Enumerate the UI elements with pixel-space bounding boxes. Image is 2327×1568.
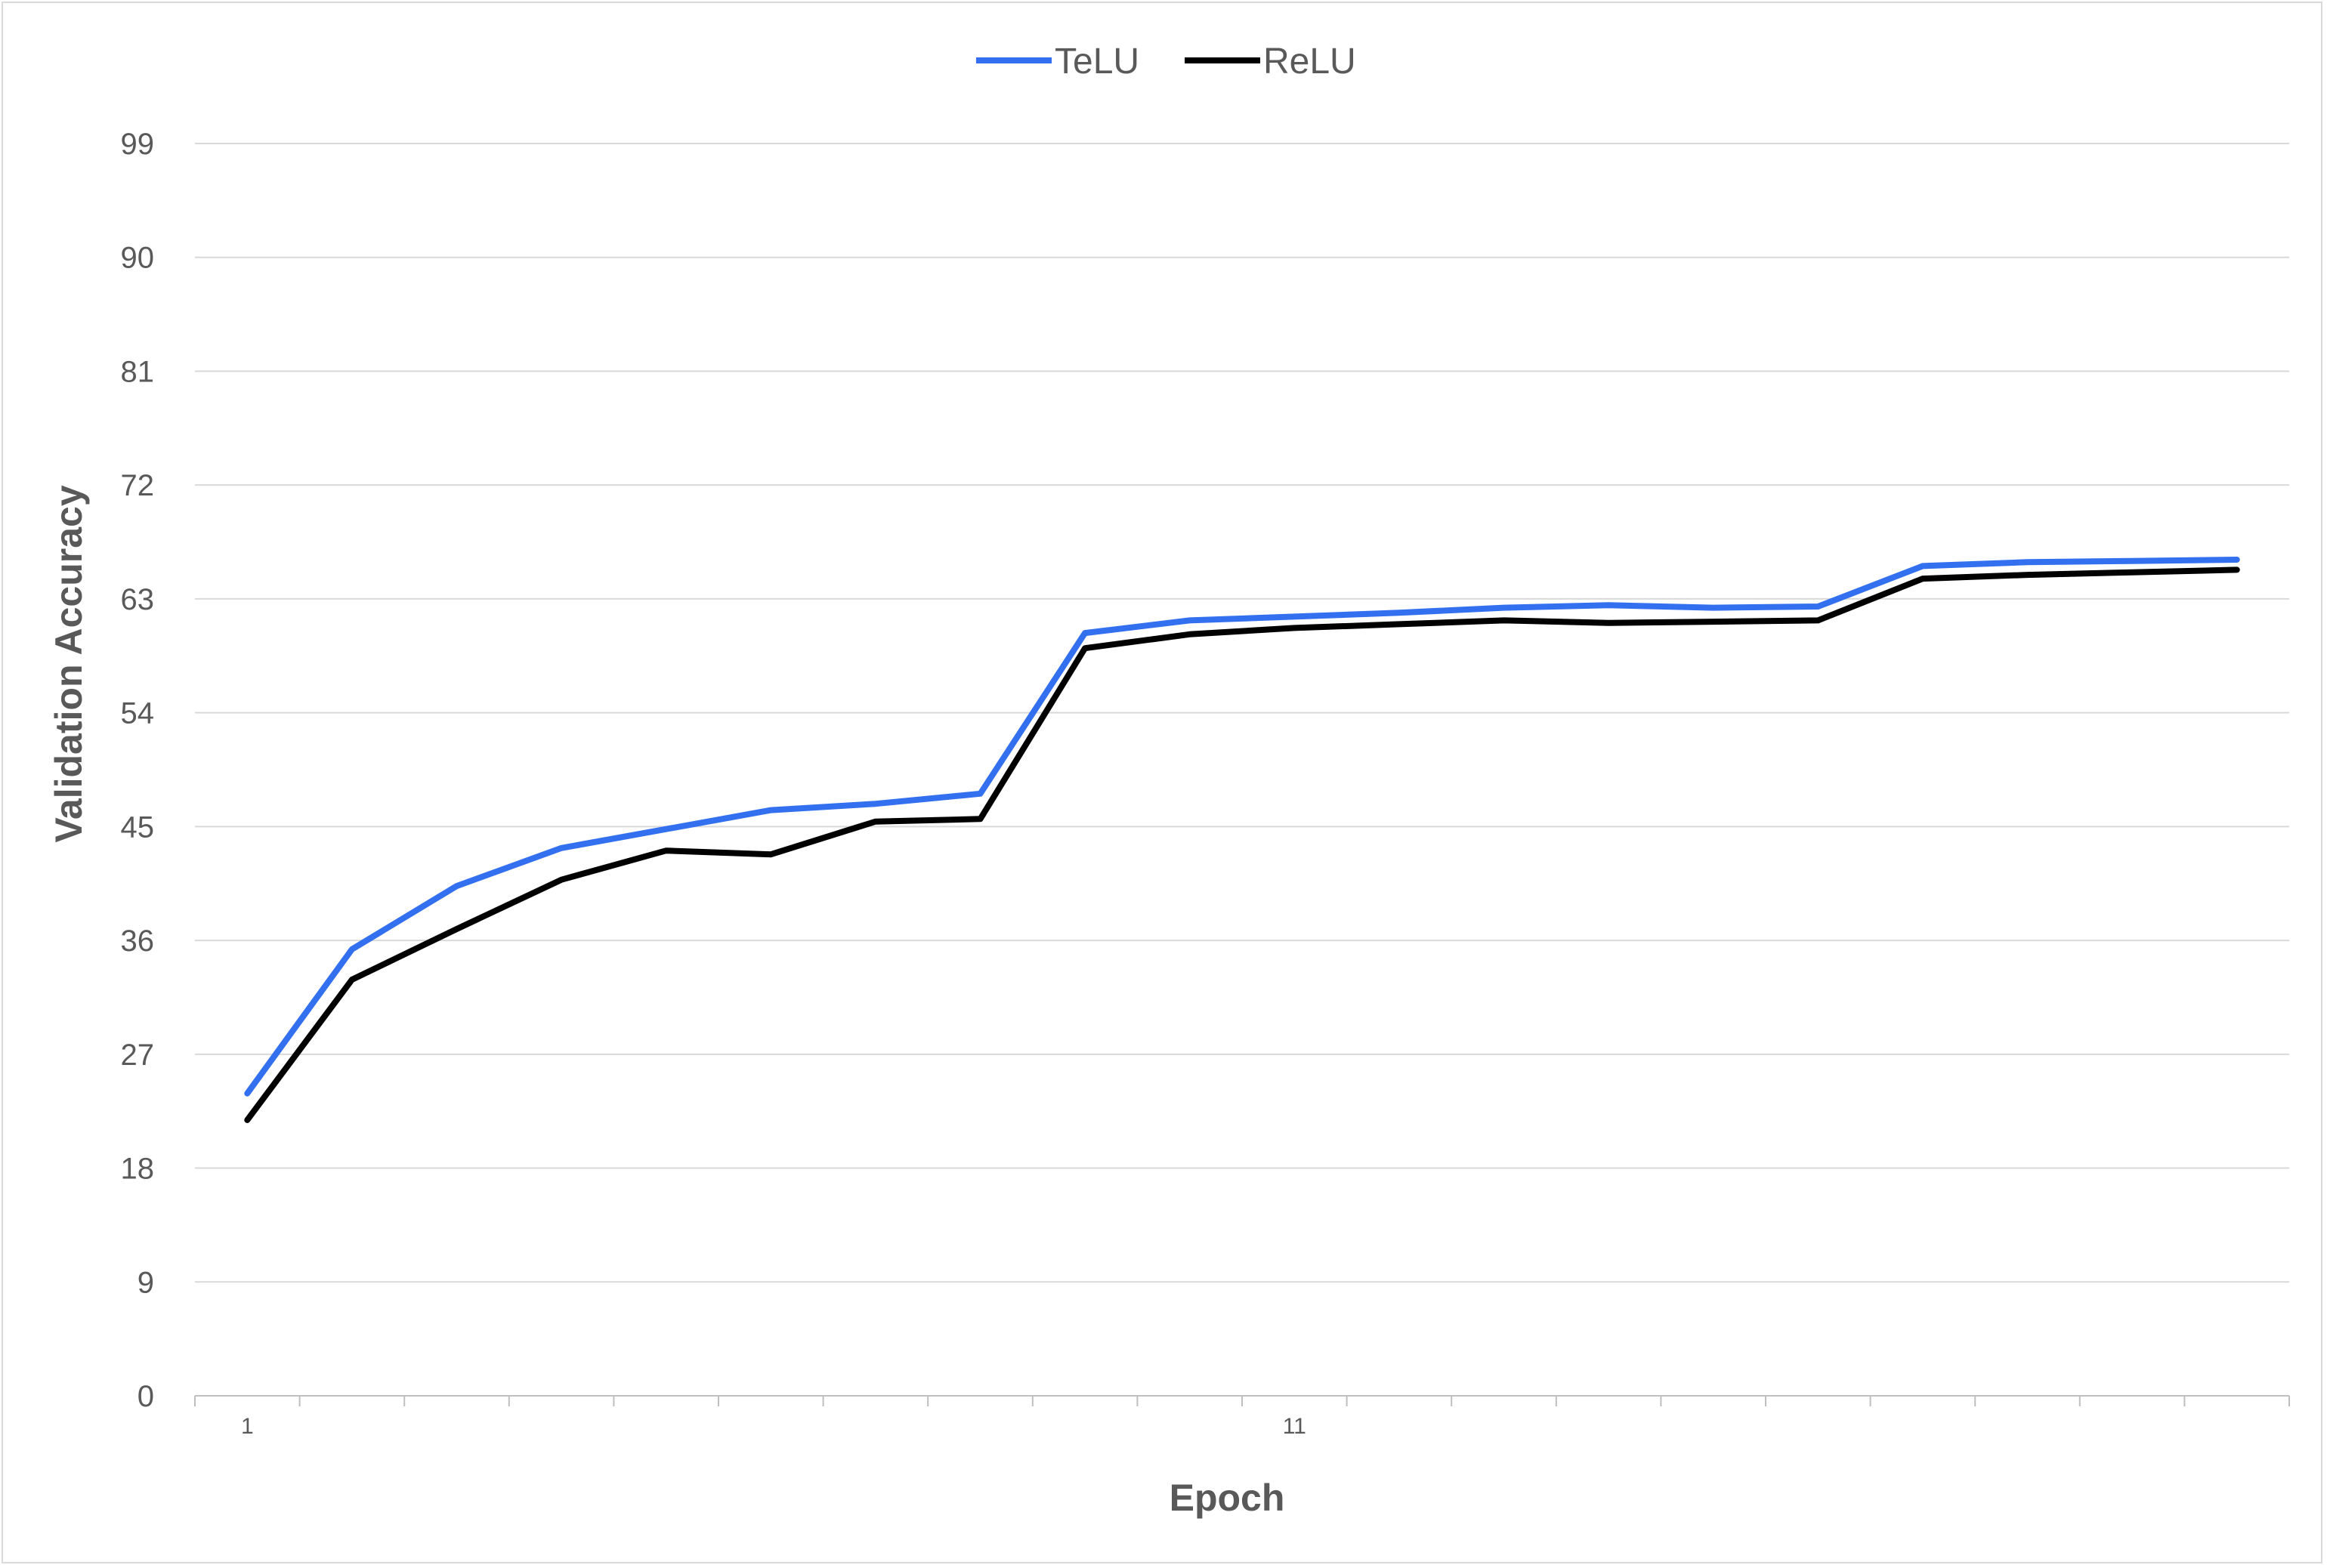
x-tick-label: 11 (1283, 1414, 1306, 1439)
series-lines (244, 557, 2240, 1123)
y-tick-label: 27 (121, 1039, 155, 1072)
y-tick-label: 63 (121, 583, 155, 616)
series-line-relu (244, 566, 2240, 1123)
x-axis (194, 1395, 2290, 1406)
x-axis-ticks: 1 11 (241, 1414, 1306, 1439)
series-line-telu (244, 557, 2240, 1097)
x-axis-title: Epoch (1170, 1477, 1285, 1519)
legend: TeLU ReLU (976, 42, 1356, 82)
y-axis-ticks: 0 9 18 27 36 45 54 63 72 81 90 99 (121, 128, 155, 1413)
gridlines (195, 143, 2289, 1283)
legend-label-relu: ReLU (1263, 42, 1356, 82)
y-tick-label: 72 (121, 469, 155, 502)
y-tick-label: 0 (138, 1380, 154, 1413)
y-tick-label: 90 (121, 242, 155, 275)
y-tick-label: 45 (121, 810, 155, 844)
y-tick-label: 9 (138, 1266, 154, 1299)
y-tick-label: 18 (121, 1153, 155, 1186)
legend-label-telu: TeLU (1055, 42, 1139, 82)
y-tick-label: 99 (121, 128, 155, 161)
y-axis-title: Validation Accuracy (48, 485, 90, 843)
y-tick-label: 36 (121, 924, 155, 958)
y-tick-label: 81 (121, 355, 155, 388)
y-tick-label: 54 (121, 697, 155, 730)
x-tick-label: 1 (241, 1414, 254, 1439)
